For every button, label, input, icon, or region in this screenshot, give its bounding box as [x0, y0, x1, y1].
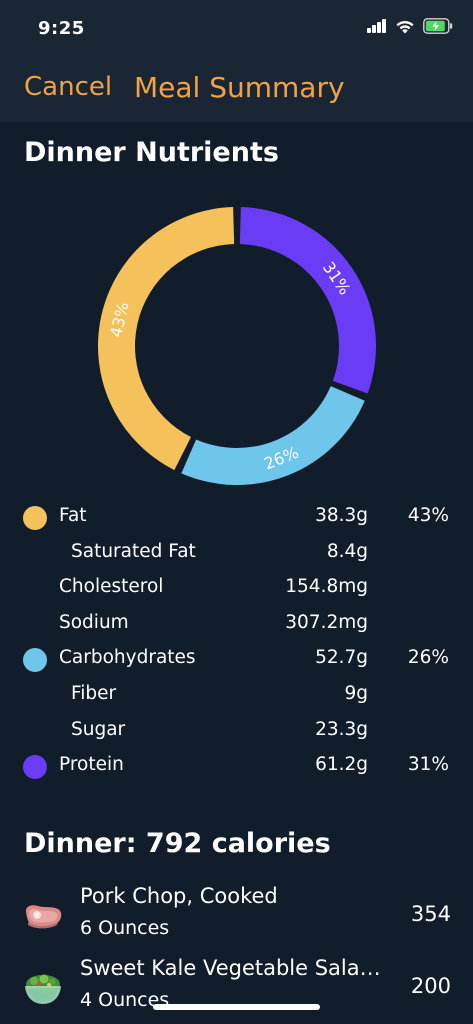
- food-item[interactable]: Pork Chop, Cooked 6 Ounces 354: [0, 884, 473, 948]
- nutrient-amount: 154.8mg: [285, 576, 368, 598]
- status-time: 9:25: [38, 18, 85, 39]
- nutrient-percent: 31%: [407, 754, 449, 776]
- legend-dot-icon: [23, 755, 47, 780]
- nutrient-name: Sugar: [71, 718, 126, 740]
- donut-slice-carbohydrates: [181, 386, 365, 485]
- nutrient-row: Fiber 9g: [0, 680, 473, 710]
- salad-bowl-icon: [22, 970, 64, 1006]
- status-bar: 9:25: [0, 0, 473, 58]
- nutrients-section-title: Dinner Nutrients: [24, 137, 279, 168]
- nutrient-row: Carbohydrates 52.7g 26%: [0, 644, 473, 674]
- wifi-icon: [396, 20, 414, 33]
- nutrient-donut-chart: 31%26%43%: [98, 207, 376, 485]
- food-item[interactable]: Sweet Kale Vegetable Sala… 4 Ounces 200: [0, 956, 473, 1020]
- food-name: Pork Chop, Cooked: [80, 884, 278, 908]
- nutrient-amount: 9g: [344, 683, 368, 704]
- food-calories: 354: [410, 902, 451, 926]
- cellular-signal-icon: [367, 19, 387, 33]
- page-title: Meal Summary: [134, 71, 345, 104]
- legend-dot-icon: [23, 648, 47, 673]
- nutrient-row: Sugar 23.3g: [0, 716, 473, 746]
- nutrient-row: Sodium 307.2mg: [0, 609, 473, 639]
- donut-slice-protein: [239, 207, 376, 394]
- food-quantity: 6 Ounces: [80, 917, 170, 939]
- nutrient-amount: 23.3g: [315, 718, 368, 740]
- nutrient-amount: 38.3g: [315, 505, 368, 526]
- nutrient-amount: 307.2mg: [285, 611, 368, 633]
- donut-slice-fat: [98, 207, 235, 471]
- nutrient-name: Carbohydrates: [59, 647, 196, 669]
- food-calories: 200: [410, 974, 451, 998]
- cancel-button[interactable]: Cancel: [24, 72, 113, 102]
- nutrient-amount: 8.4g: [326, 540, 368, 562]
- nutrient-name: Fiber: [71, 683, 117, 704]
- legend-dot-icon: [23, 506, 47, 530]
- food-quantity: 4 Ounces: [80, 989, 170, 1011]
- nutrient-row: Fat 38.3g 43%: [0, 502, 473, 532]
- meal-calories-title: Dinner: 792 calories: [24, 828, 331, 859]
- nutrient-row: Cholesterol 154.8mg: [0, 573, 473, 603]
- nutrient-percent: 43%: [407, 505, 449, 526]
- status-icons: [367, 18, 453, 34]
- pork-chop-icon: [22, 898, 64, 934]
- home-indicator: [153, 1004, 320, 1010]
- nav-bar: Cancel Meal Summary: [0, 58, 473, 122]
- nutrient-amount: 52.7g: [315, 647, 368, 669]
- nutrient-name: Protein: [59, 754, 124, 776]
- nutrient-name: Saturated Fat: [71, 540, 196, 562]
- nutrient-name: Fat: [59, 505, 87, 526]
- food-name: Sweet Kale Vegetable Sala…: [80, 956, 381, 980]
- nutrient-name: Cholesterol: [59, 576, 164, 598]
- nutrient-name: Sodium: [59, 611, 129, 633]
- nutrient-amount: 61.2g: [315, 754, 368, 776]
- nutrient-row: Protein 61.2g 31%: [0, 751, 473, 781]
- battery-charging-icon: [423, 18, 453, 34]
- nutrient-row: Saturated Fat 8.4g: [0, 538, 473, 568]
- nutrient-percent: 26%: [407, 647, 449, 669]
